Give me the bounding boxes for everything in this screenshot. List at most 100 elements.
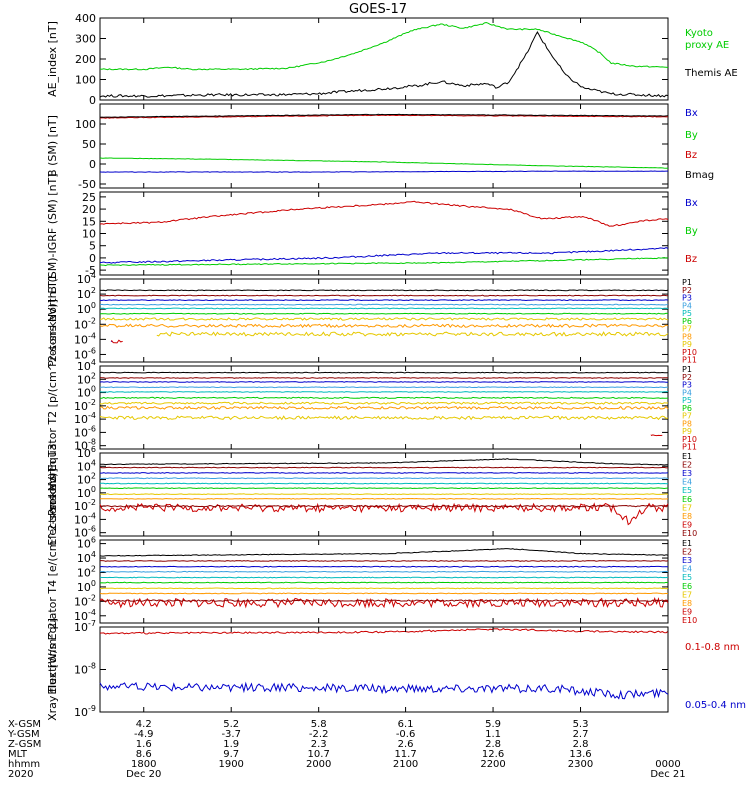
series-line-e4 [99, 570, 669, 573]
series-line-p6 [99, 396, 669, 399]
panel-frame [99, 17, 669, 101]
x-row-value: 2300 [568, 759, 593, 770]
y-tick-label: 106 [77, 536, 96, 551]
legend-entry: Bx [685, 108, 698, 119]
x-row-label: 2020 [8, 769, 33, 780]
series-line-p2 [99, 294, 669, 297]
chart-title: GOES-17 [349, 2, 407, 17]
legend-entry: E3 [682, 556, 692, 565]
series-line-e10 [99, 599, 669, 602]
legend-entry: Bz [685, 254, 697, 265]
legend-entry: E5 [682, 573, 692, 582]
y-tick-label: 10-6 [74, 525, 96, 540]
x-row-value: 1800 [131, 759, 156, 770]
series-line-0-05-0-4-nm [99, 681, 669, 700]
legend-entry: proxy AE [685, 40, 729, 51]
legend-entry: E6 [682, 495, 692, 504]
legend-entry: P10 [682, 348, 697, 357]
series-line-p2 [99, 377, 668, 379]
legend-entry: P9 [682, 340, 692, 349]
legend-entry: E2 [682, 548, 692, 557]
y-tick-label: 0 [89, 94, 96, 107]
legend-entry: P3 [682, 381, 692, 390]
series-line-e8 [99, 592, 669, 595]
panel-frame [99, 278, 669, 363]
x-row-value: 2.3 [311, 739, 327, 750]
y-tick-label: 100 [75, 118, 96, 131]
legend-entry: E1 [682, 539, 692, 548]
legend-entry: 0.1-0.8 nm [685, 642, 740, 653]
y-tick-label: -5 [85, 264, 96, 277]
y-tick-label: 20 [82, 203, 96, 216]
legend-entry: E10 [682, 529, 697, 538]
series-line-by [99, 157, 669, 169]
series-line-p4 [99, 386, 669, 389]
series-line-p5 [99, 391, 669, 393]
legend-entry: P8 [682, 419, 692, 428]
y-tick-label: 200 [75, 53, 96, 66]
legend-entry: E10 [682, 616, 697, 625]
y-tick-label: 10-4 [74, 511, 96, 526]
x-row-value: 2.7 [573, 729, 589, 740]
legend-entry: By [685, 226, 698, 237]
series-line-p3 [99, 381, 668, 383]
x-row-value: 11.7 [394, 749, 416, 760]
series-line-e3 [100, 472, 669, 474]
legend-entry: P1 [682, 278, 692, 287]
series-line-e10 [100, 504, 669, 508]
legend-entry: P11 [682, 356, 697, 365]
legend-entry: P10 [682, 435, 697, 444]
y-tick-label: 100 [75, 74, 96, 87]
legend-entry: P9 [682, 427, 692, 436]
legend-entry: By [685, 130, 698, 141]
x-row-value: 0000 [655, 759, 680, 770]
y-tick-label: 102 [77, 286, 96, 301]
x-row-label: Y-GSM [7, 729, 40, 740]
series-line-e2 [100, 560, 669, 562]
series-line-e2 [99, 466, 669, 469]
y-tick-label: 10-2 [74, 498, 96, 513]
x-row-value: 2200 [480, 759, 505, 770]
y-tick-label: 10-9 [74, 704, 96, 719]
legend-entry: E3 [682, 469, 692, 478]
legend-entry: E8 [682, 599, 692, 608]
legend-entry: E4 [682, 565, 692, 574]
x-row-value: 10.7 [308, 749, 330, 760]
y-tick-label: 10-2 [74, 593, 96, 608]
x-row-label: Z-GSM [8, 739, 41, 750]
legend-entry: E1 [682, 452, 692, 461]
legend-entry: E4 [682, 478, 692, 487]
x-row-value: -3.7 [221, 729, 241, 740]
y-tick-label: 10-2 [74, 398, 96, 413]
x-row-value: 2100 [393, 759, 418, 770]
y-tick-label: 100 [77, 579, 96, 594]
series-line-e6 [99, 487, 669, 490]
panel-frame [99, 103, 669, 189]
y-tick-label: 104 [77, 358, 96, 373]
legend-entry: P6 [682, 404, 692, 413]
series-line-e6 [99, 581, 669, 584]
legend-entry: P11 [682, 443, 697, 452]
series-line-p6 [99, 312, 669, 315]
legend-entry: E6 [682, 582, 692, 591]
series-line-bz [99, 114, 669, 119]
y-axis-label: Electrons Equator T4 [e/(cm^2-s-sr-keV)] [46, 468, 59, 694]
panel-2: -50 0 50 100 B (SM) [nT] Bx By Bz Bmag [46, 103, 714, 191]
series-line-e5 [99, 482, 669, 485]
x-row-value: 2.8 [485, 739, 501, 750]
y-tick-label: 10-6 [74, 424, 96, 439]
y-tick-label: 15 [82, 215, 96, 228]
series-line-e4 [99, 477, 669, 480]
legend-entry: E8 [682, 512, 692, 521]
legend-entry: Kyoto [685, 28, 713, 39]
series-line-bmag [99, 113, 669, 118]
series-line-p7 [99, 401, 669, 405]
y-tick-label: 10-8 [74, 438, 96, 453]
y-tick-label: 102 [77, 472, 96, 487]
series-line-themis-ae [99, 30, 669, 98]
